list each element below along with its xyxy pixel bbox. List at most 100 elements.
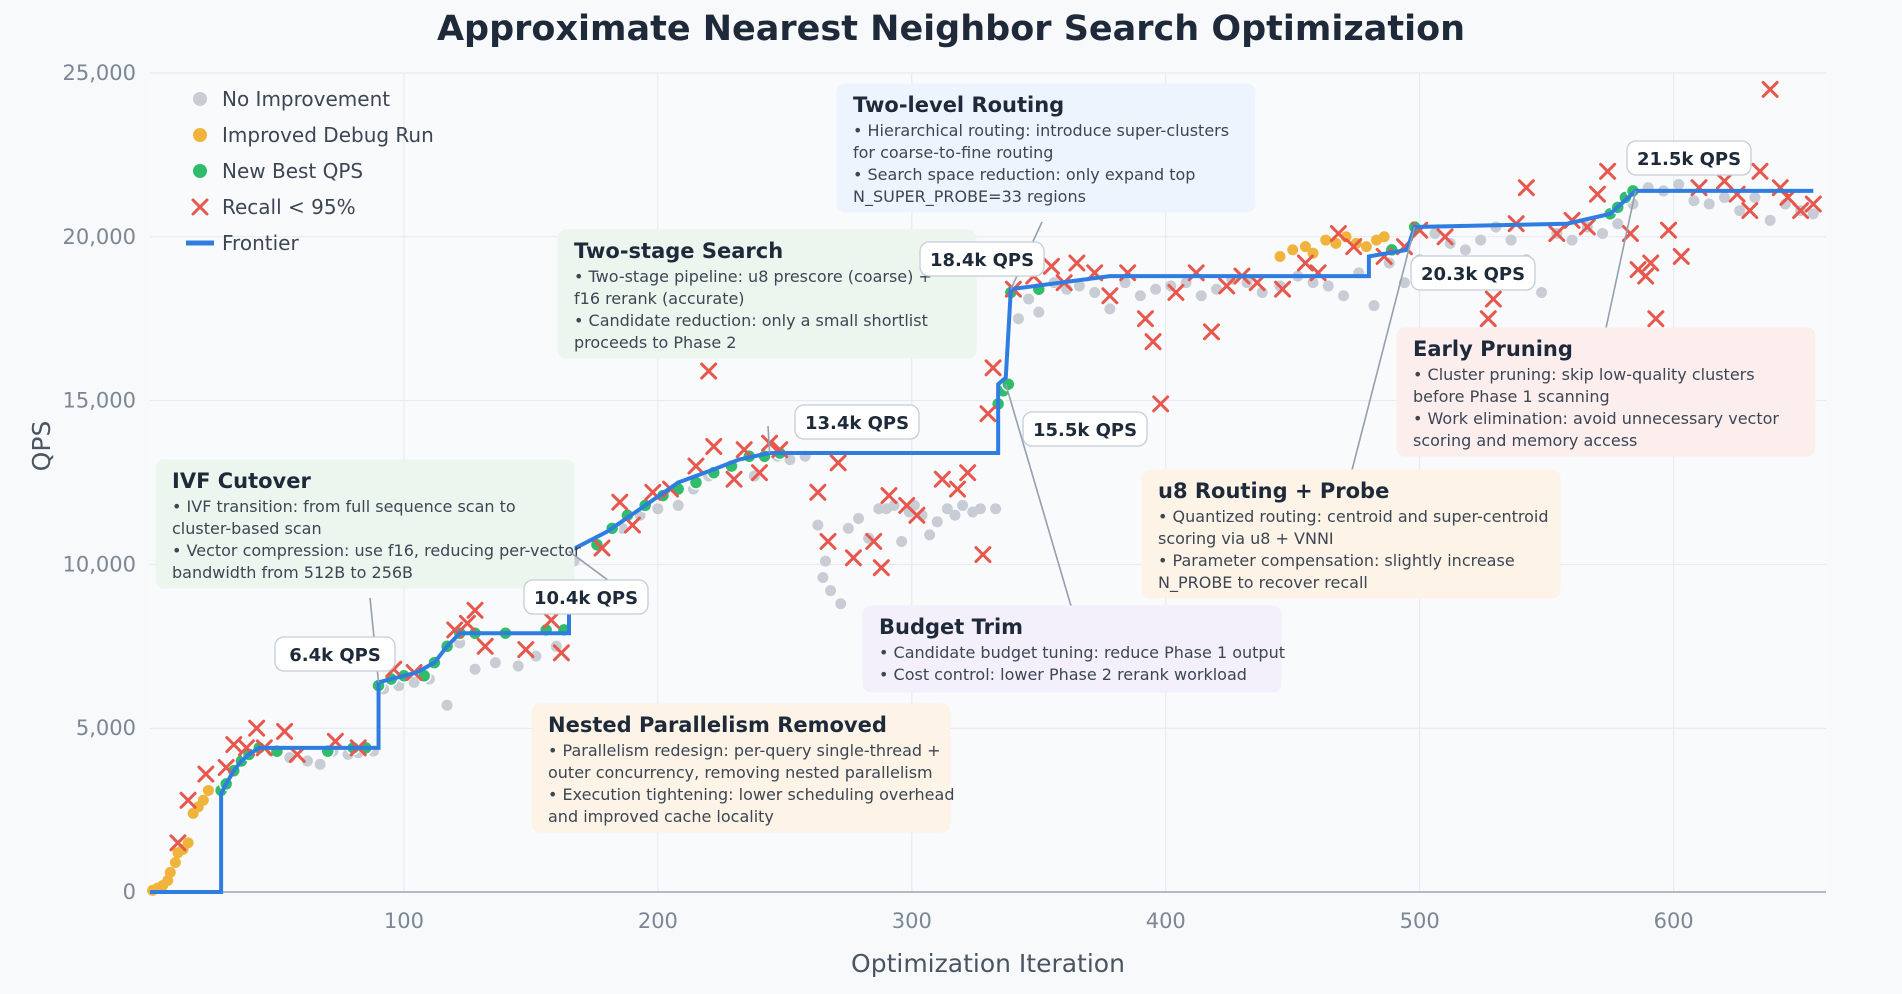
- x-axis-label: Optimization Iteration: [851, 949, 1125, 978]
- recall-fail-marker: [1792, 202, 1810, 220]
- recall-fail-marker: [179, 791, 197, 809]
- recall-fail-marker: [687, 457, 705, 475]
- no-improvement-marker: [1322, 280, 1334, 292]
- annotation-line: • Work elimination: avoid unnecessary ve…: [1413, 409, 1779, 428]
- debug-run-marker: [202, 784, 214, 796]
- no-improvement-marker: [1023, 293, 1035, 305]
- no-improvement-marker: [1673, 178, 1685, 190]
- legend-label: No Improvement: [222, 87, 390, 111]
- annotation-title: u8 Routing + Probe: [1158, 479, 1389, 503]
- no-improvement-marker: [873, 503, 885, 515]
- no-improvement-marker: [1150, 283, 1162, 295]
- debug-run-marker: [182, 837, 194, 849]
- x-tick-label: 300: [892, 909, 932, 933]
- no-improvement-marker: [941, 503, 953, 515]
- annotation-line: • Parameter compensation: slightly incre…: [1158, 551, 1515, 570]
- annotation-line: • Cost control: lower Phase 2 rerank wor…: [879, 665, 1247, 684]
- no-improvement-marker: [1734, 205, 1746, 217]
- y-tick-label: 0: [123, 880, 136, 904]
- milestone-badge: [794, 404, 920, 440]
- legend-label: Frontier: [222, 231, 299, 255]
- recall-fail-marker: [1101, 287, 1119, 305]
- milestone-label: 13.4k QPS: [805, 413, 909, 434]
- y-tick-label: 10,000: [63, 552, 136, 576]
- milestone-badge: [1626, 140, 1752, 176]
- milestone-badge: [919, 241, 1045, 277]
- recall-fail-marker: [1068, 254, 1086, 272]
- annotation-line: scoring and memory access: [1413, 431, 1637, 450]
- recall-fail-marker: [623, 516, 641, 534]
- milestone-badge: [1022, 411, 1148, 447]
- recall-fail-marker: [1296, 254, 1314, 272]
- annotation-line: • Two-stage pipeline: u8 prescore (coars…: [574, 267, 932, 286]
- x-tick-label: 100: [384, 909, 424, 933]
- annotation-line: • Candidate budget tuning: reduce Phase …: [879, 643, 1285, 662]
- recall-fail-marker: [872, 559, 890, 577]
- recall-fail-marker: [908, 506, 926, 524]
- legend-dot-icon: [193, 92, 207, 106]
- recall-fail-marker: [1761, 80, 1779, 98]
- annotations-layer: IVF Cutover • IVF transition: from full s…: [155, 83, 1816, 833]
- milestone-label: 15.5k QPS: [1033, 420, 1137, 441]
- recall-fail-marker: [949, 480, 967, 498]
- no-improvement-marker: [957, 499, 969, 511]
- recall-fail-marker: [593, 539, 611, 557]
- annotation-line: outer concurrency, removing nested paral…: [548, 763, 933, 782]
- annotation-line: • Cluster pruning: skip low-quality clus…: [1413, 365, 1755, 384]
- no-improvement-marker: [852, 513, 864, 525]
- no-improvement-marker: [1134, 290, 1146, 302]
- annotation-box: [836, 83, 1256, 213]
- debug-run-marker: [1287, 244, 1299, 256]
- no-improvement-marker: [1104, 303, 1116, 315]
- recall-fail-marker: [974, 546, 992, 564]
- recall-fail-marker: [1637, 267, 1655, 285]
- recall-fail-marker: [1202, 323, 1220, 341]
- recall-fail-marker: [1647, 310, 1665, 328]
- no-improvement-marker: [1764, 214, 1776, 226]
- x-tick-label: 200: [638, 909, 678, 933]
- recall-fail-marker: [959, 464, 977, 482]
- no-improvement-marker: [672, 499, 684, 511]
- no-improvement-marker: [1012, 313, 1024, 325]
- recall-fail-marker: [1274, 280, 1292, 298]
- legend-dot-icon: [193, 128, 207, 142]
- annotation-line: • Hierarchical routing: introduce super-…: [853, 121, 1229, 140]
- no-improvement-marker: [949, 509, 961, 521]
- x-tick-label: 400: [1146, 909, 1186, 933]
- no-improvement-marker: [825, 585, 837, 597]
- annotation-box: [531, 703, 951, 833]
- recall-fail-marker: [829, 454, 847, 472]
- recall-fail-marker: [1136, 310, 1154, 328]
- annotation-line: • Search space reduction: only expand to…: [853, 165, 1195, 184]
- recall-fail-marker: [517, 641, 535, 659]
- recall-fail-marker: [700, 362, 718, 380]
- annotation-line: for coarse-to-fine routing: [853, 143, 1053, 162]
- no-improvement-marker: [990, 503, 1002, 515]
- no-improvement-marker: [512, 660, 524, 672]
- no-improvement-marker: [1807, 208, 1819, 220]
- debug-run-marker: [169, 857, 181, 869]
- recall-fail-marker: [705, 437, 723, 455]
- recall-fail-marker: [1642, 254, 1660, 272]
- recall-fail-marker: [979, 405, 997, 423]
- no-improvement-marker: [530, 650, 542, 662]
- recall-fail-marker: [1479, 310, 1497, 328]
- no-improvement-marker: [1368, 300, 1380, 312]
- recall-fail-marker: [725, 470, 743, 488]
- chart-title: Approximate Nearest Neighbor Search Opti…: [437, 9, 1465, 49]
- annotation-line: N_PROBE to recover recall: [1158, 573, 1368, 593]
- debug-run-marker: [164, 866, 176, 878]
- recall-fail-marker: [1144, 333, 1162, 351]
- recall-fail-marker: [844, 549, 862, 567]
- legend-label: New Best QPS: [222, 159, 363, 183]
- recall-fail-marker: [1329, 225, 1347, 243]
- recall-fail-marker: [819, 532, 837, 550]
- milestone-label: 6.4k QPS: [289, 645, 381, 666]
- annotation-line: N_SUPER_PROBE=33 regions: [853, 187, 1086, 207]
- debug-run-marker: [197, 794, 209, 806]
- annotation-box: [155, 459, 575, 589]
- recall-fail-marker: [466, 601, 484, 619]
- no-improvement-marker: [817, 572, 829, 584]
- x-tick-label: 600: [1654, 909, 1694, 933]
